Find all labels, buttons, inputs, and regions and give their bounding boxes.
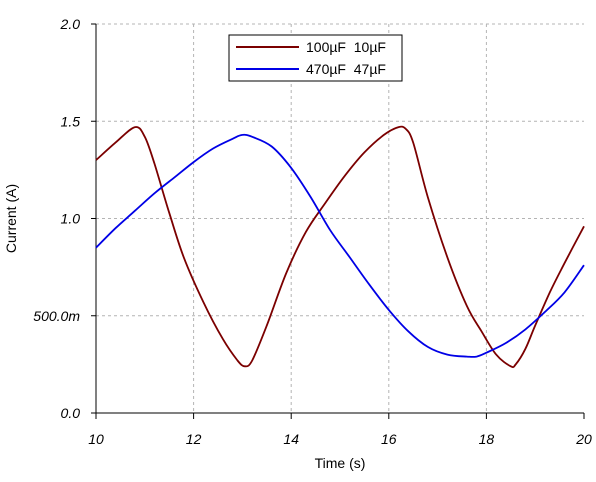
y-tick-label: 500.0m: [33, 308, 80, 324]
y-tick-label: 1.0: [61, 211, 81, 227]
x-axis-ticks: 10 12 14 16 18 20: [88, 413, 592, 447]
x-tick-label: 14: [283, 431, 299, 447]
x-tick-label: 10: [88, 431, 104, 447]
series-layer: [95, 125, 585, 369]
y-tick-label: 1.5: [61, 113, 81, 129]
series-line-2: [95, 133, 585, 358]
x-axis-label: Time (s): [315, 455, 366, 471]
y-tick-label: 0.0: [61, 405, 81, 421]
grid: [96, 23, 584, 413]
x-tick-label: 16: [381, 431, 397, 447]
x-tick-label: 12: [186, 431, 202, 447]
series-line-1: [95, 125, 585, 369]
legend: 100µF 10µF 470µF 47µF: [228, 34, 403, 82]
x-tick-label: 18: [479, 431, 495, 447]
legend-box: [228, 34, 403, 82]
y-axis-ticks: 0.0 500.0m 1.0 1.5 2.0: [33, 16, 96, 421]
x-tick-label: 20: [575, 431, 592, 447]
legend-label-2: 470µF 47µF: [306, 61, 386, 77]
y-tick-label: 2.0: [60, 16, 81, 32]
y-axis-label: Current (A): [3, 184, 19, 253]
legend-label-1: 100µF 10µF: [306, 39, 386, 55]
